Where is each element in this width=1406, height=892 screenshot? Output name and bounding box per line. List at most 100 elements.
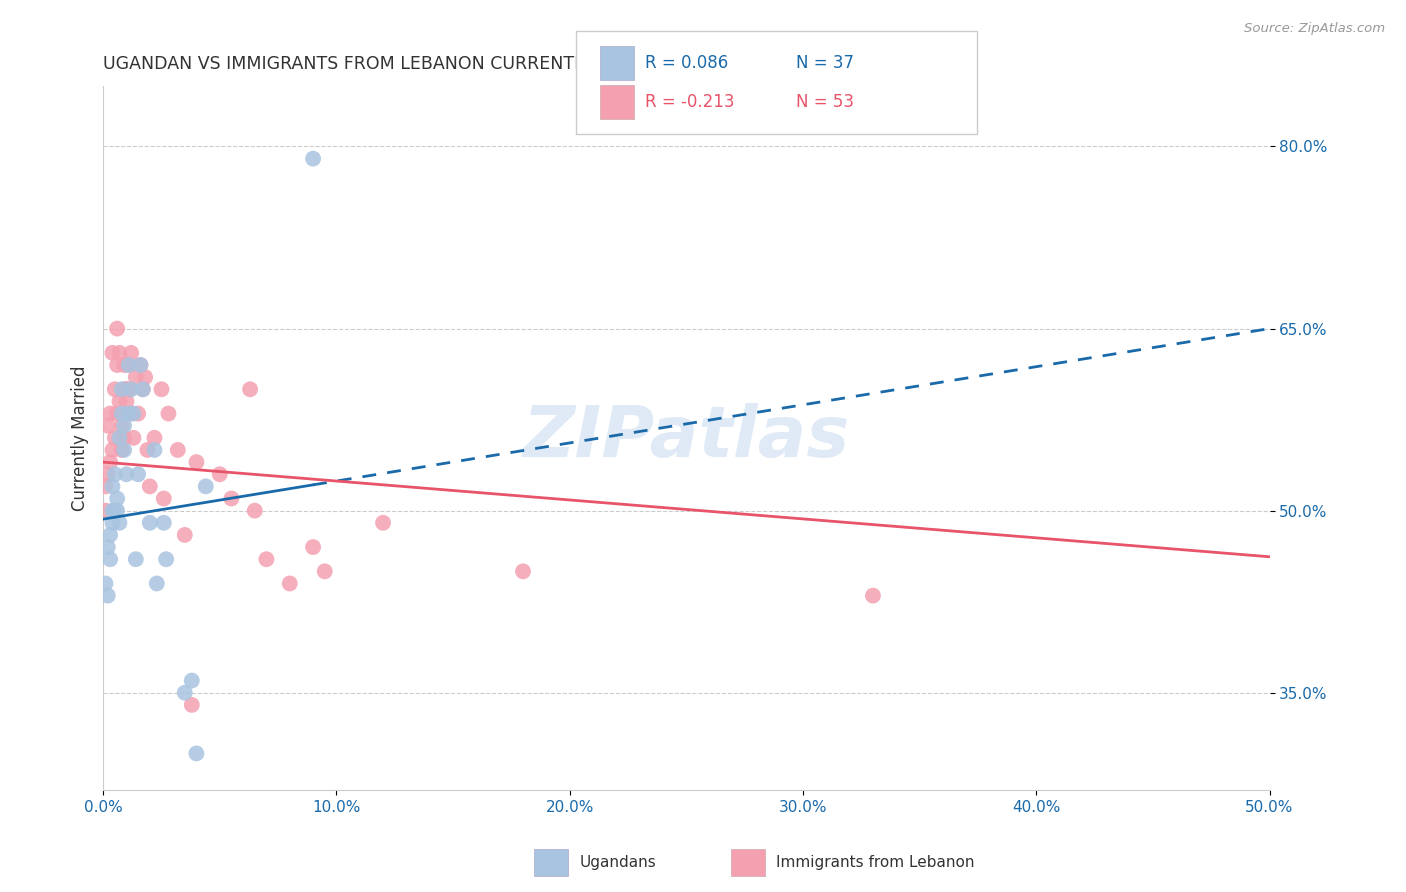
Point xyxy=(139,479,162,493)
Point xyxy=(254,552,277,566)
Point xyxy=(101,442,124,457)
Text: ZIPatlas: ZIPatlas xyxy=(523,403,851,473)
Point xyxy=(221,491,243,506)
Point xyxy=(101,479,124,493)
Point xyxy=(150,382,173,396)
Point xyxy=(143,431,166,445)
Point xyxy=(105,491,128,506)
Point xyxy=(101,516,124,530)
Point xyxy=(155,552,177,566)
Point xyxy=(94,479,117,493)
Point xyxy=(152,516,174,530)
Point xyxy=(152,491,174,506)
Point xyxy=(136,442,159,457)
Text: N = 53: N = 53 xyxy=(796,93,853,111)
Point xyxy=(129,358,152,372)
Point xyxy=(314,565,336,579)
Point xyxy=(101,346,124,360)
Point xyxy=(143,442,166,457)
Point xyxy=(112,382,135,396)
Point xyxy=(104,503,127,517)
Point xyxy=(302,540,325,554)
Point xyxy=(132,382,155,396)
Point xyxy=(173,686,195,700)
Point xyxy=(862,589,884,603)
Point xyxy=(118,358,141,372)
Point xyxy=(120,382,142,396)
Point xyxy=(125,370,148,384)
Point xyxy=(243,503,266,517)
Point xyxy=(105,321,128,335)
Text: Immigrants from Lebanon: Immigrants from Lebanon xyxy=(776,855,974,870)
Text: Source: ZipAtlas.com: Source: ZipAtlas.com xyxy=(1244,22,1385,36)
Point xyxy=(129,358,152,372)
Point xyxy=(120,346,142,360)
Point xyxy=(98,455,121,469)
Point xyxy=(115,467,138,482)
Point xyxy=(111,442,134,457)
Point xyxy=(115,382,138,396)
Point xyxy=(105,407,128,421)
Point xyxy=(108,516,131,530)
Point xyxy=(180,698,202,712)
Point xyxy=(98,552,121,566)
Point xyxy=(120,407,142,421)
Point xyxy=(139,516,162,530)
Point xyxy=(132,382,155,396)
Point xyxy=(112,431,135,445)
Point xyxy=(278,576,301,591)
Point xyxy=(512,565,534,579)
Text: UGANDAN VS IMMIGRANTS FROM LEBANON CURRENTLY MARRIED CORRELATION CHART: UGANDAN VS IMMIGRANTS FROM LEBANON CURRE… xyxy=(103,55,873,73)
Point xyxy=(118,358,141,372)
Text: R = -0.213: R = -0.213 xyxy=(645,93,735,111)
Point xyxy=(105,503,128,517)
Point xyxy=(134,370,156,384)
Point xyxy=(112,418,135,433)
Point xyxy=(239,382,262,396)
Point xyxy=(97,589,120,603)
Point xyxy=(111,418,134,433)
Point xyxy=(98,407,121,421)
Point xyxy=(111,382,134,396)
Text: N = 37: N = 37 xyxy=(796,54,853,72)
Point xyxy=(105,358,128,372)
Point xyxy=(104,431,127,445)
Point xyxy=(97,418,120,433)
Point xyxy=(208,467,231,482)
Point xyxy=(108,346,131,360)
Point xyxy=(108,394,131,409)
Point xyxy=(101,503,124,517)
Point xyxy=(166,442,188,457)
Point xyxy=(112,358,135,372)
Text: R = 0.086: R = 0.086 xyxy=(645,54,728,72)
Point xyxy=(186,747,208,761)
Point xyxy=(108,431,131,445)
Point xyxy=(115,394,138,409)
Text: Ugandans: Ugandans xyxy=(579,855,657,870)
Point xyxy=(122,431,145,445)
Point xyxy=(157,407,180,421)
Point xyxy=(97,467,120,482)
Point xyxy=(112,442,135,457)
Point xyxy=(97,540,120,554)
Point xyxy=(125,552,148,566)
Point xyxy=(111,407,134,421)
Point xyxy=(94,576,117,591)
Point xyxy=(98,528,121,542)
Point xyxy=(94,503,117,517)
Point xyxy=(180,673,202,688)
Point xyxy=(127,467,149,482)
Point xyxy=(118,407,141,421)
Point xyxy=(173,528,195,542)
Y-axis label: Currently Married: Currently Married xyxy=(72,365,89,510)
Point xyxy=(146,576,169,591)
Point xyxy=(194,479,217,493)
Point xyxy=(371,516,394,530)
Point xyxy=(104,382,127,396)
Point xyxy=(186,455,208,469)
Point xyxy=(118,382,141,396)
Point xyxy=(122,407,145,421)
Point xyxy=(302,152,325,166)
Point xyxy=(104,467,127,482)
Point xyxy=(127,407,149,421)
